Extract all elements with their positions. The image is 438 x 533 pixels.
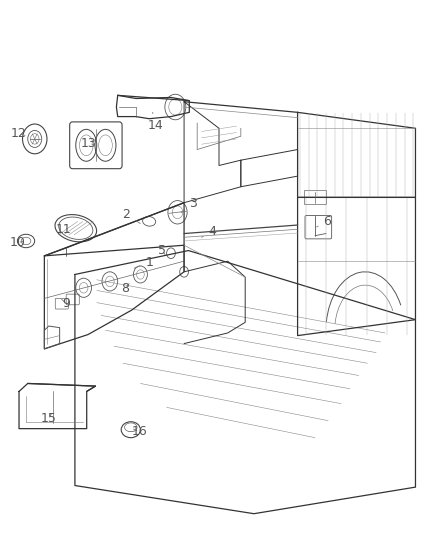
Text: 13: 13 <box>81 136 97 150</box>
Text: 8: 8 <box>121 282 129 295</box>
Text: 1: 1 <box>134 256 153 269</box>
Text: 15: 15 <box>41 411 57 424</box>
Text: 2: 2 <box>123 208 140 223</box>
Text: 10: 10 <box>9 236 25 249</box>
Text: 12: 12 <box>11 127 27 140</box>
Text: 4: 4 <box>201 225 216 238</box>
Text: 11: 11 <box>56 223 72 236</box>
Text: 5: 5 <box>158 244 166 257</box>
Bar <box>304 190 326 204</box>
Text: 9: 9 <box>62 297 70 310</box>
Text: 3: 3 <box>181 197 197 213</box>
Text: 14: 14 <box>148 112 163 132</box>
Text: 16: 16 <box>132 425 148 438</box>
Text: 6: 6 <box>317 215 331 228</box>
